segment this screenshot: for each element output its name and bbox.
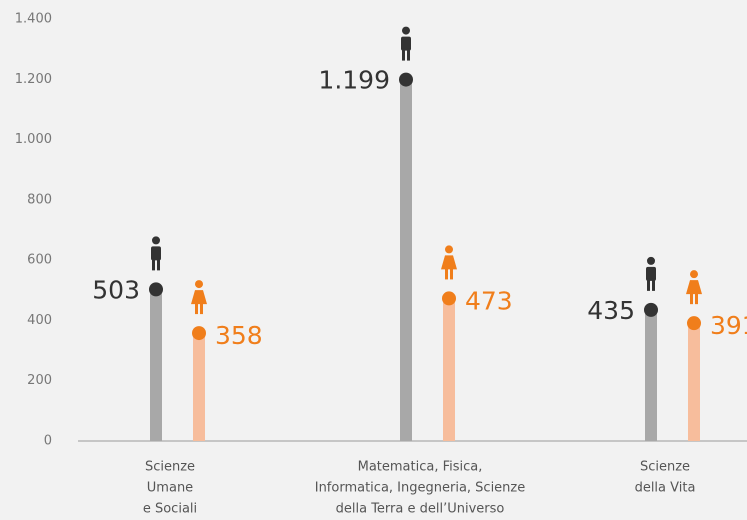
x-tick-label: Informatica, Ingegneria, Scienze xyxy=(315,481,526,496)
dot xyxy=(399,72,413,87)
person-icon xyxy=(401,36,411,51)
data-label: 1.199 xyxy=(318,66,390,95)
data-label: 473 xyxy=(465,286,513,315)
dot xyxy=(149,282,163,297)
person-icon xyxy=(646,266,656,281)
person-icon xyxy=(686,280,702,295)
person-icon xyxy=(191,290,207,305)
bar xyxy=(400,79,412,441)
person-icon xyxy=(402,26,410,35)
y-tick-label: 0 xyxy=(44,434,52,449)
person-icon xyxy=(695,292,698,305)
person-icon xyxy=(690,292,693,305)
person-icon xyxy=(195,280,203,289)
bar xyxy=(443,298,455,441)
person-icon xyxy=(157,258,160,271)
person-icon xyxy=(195,302,198,315)
data-label: 503 xyxy=(92,275,140,304)
x-tick-label: Scienze xyxy=(640,460,690,475)
x-tick-label: Matematica, Fisica, xyxy=(358,460,483,475)
person-icon xyxy=(690,270,698,279)
person-icon xyxy=(152,258,155,271)
person-icon xyxy=(450,267,453,280)
y-tick-label: 400 xyxy=(27,313,52,328)
data-label: 435 xyxy=(587,296,635,325)
person-icon xyxy=(151,246,161,261)
person-icon xyxy=(445,267,448,280)
y-tick-label: 1.200 xyxy=(15,72,52,87)
person-icon xyxy=(647,256,655,265)
x-tick-label: Umane xyxy=(147,481,193,496)
bar xyxy=(688,323,700,441)
person-icon xyxy=(445,245,453,254)
bar xyxy=(150,289,162,441)
data-label: 358 xyxy=(215,321,263,350)
person-icon xyxy=(407,48,410,61)
dot xyxy=(644,302,658,317)
y-tick-label: 1.400 xyxy=(15,12,52,27)
person-icon xyxy=(402,48,405,61)
data-label: 391 xyxy=(710,311,747,340)
dot xyxy=(442,291,456,306)
y-tick-label: 200 xyxy=(27,373,52,388)
bar xyxy=(645,309,657,441)
person-icon xyxy=(152,236,160,245)
x-tick-label: della Terra e dell’Universo xyxy=(336,502,505,517)
person-icon xyxy=(441,255,457,270)
y-tick-label: 800 xyxy=(27,192,52,207)
y-tick-label: 600 xyxy=(27,253,52,268)
x-tick-label: della Vita xyxy=(635,481,696,496)
y-tick-label: 1.000 xyxy=(15,132,52,147)
dot xyxy=(687,316,701,331)
person-icon xyxy=(647,278,650,291)
x-tick-label: e Sociali xyxy=(143,502,197,517)
person-icon xyxy=(652,278,655,291)
bar xyxy=(193,333,205,441)
x-tick-label: Scienze xyxy=(145,460,195,475)
dot xyxy=(192,326,206,341)
person-icon xyxy=(200,302,203,315)
